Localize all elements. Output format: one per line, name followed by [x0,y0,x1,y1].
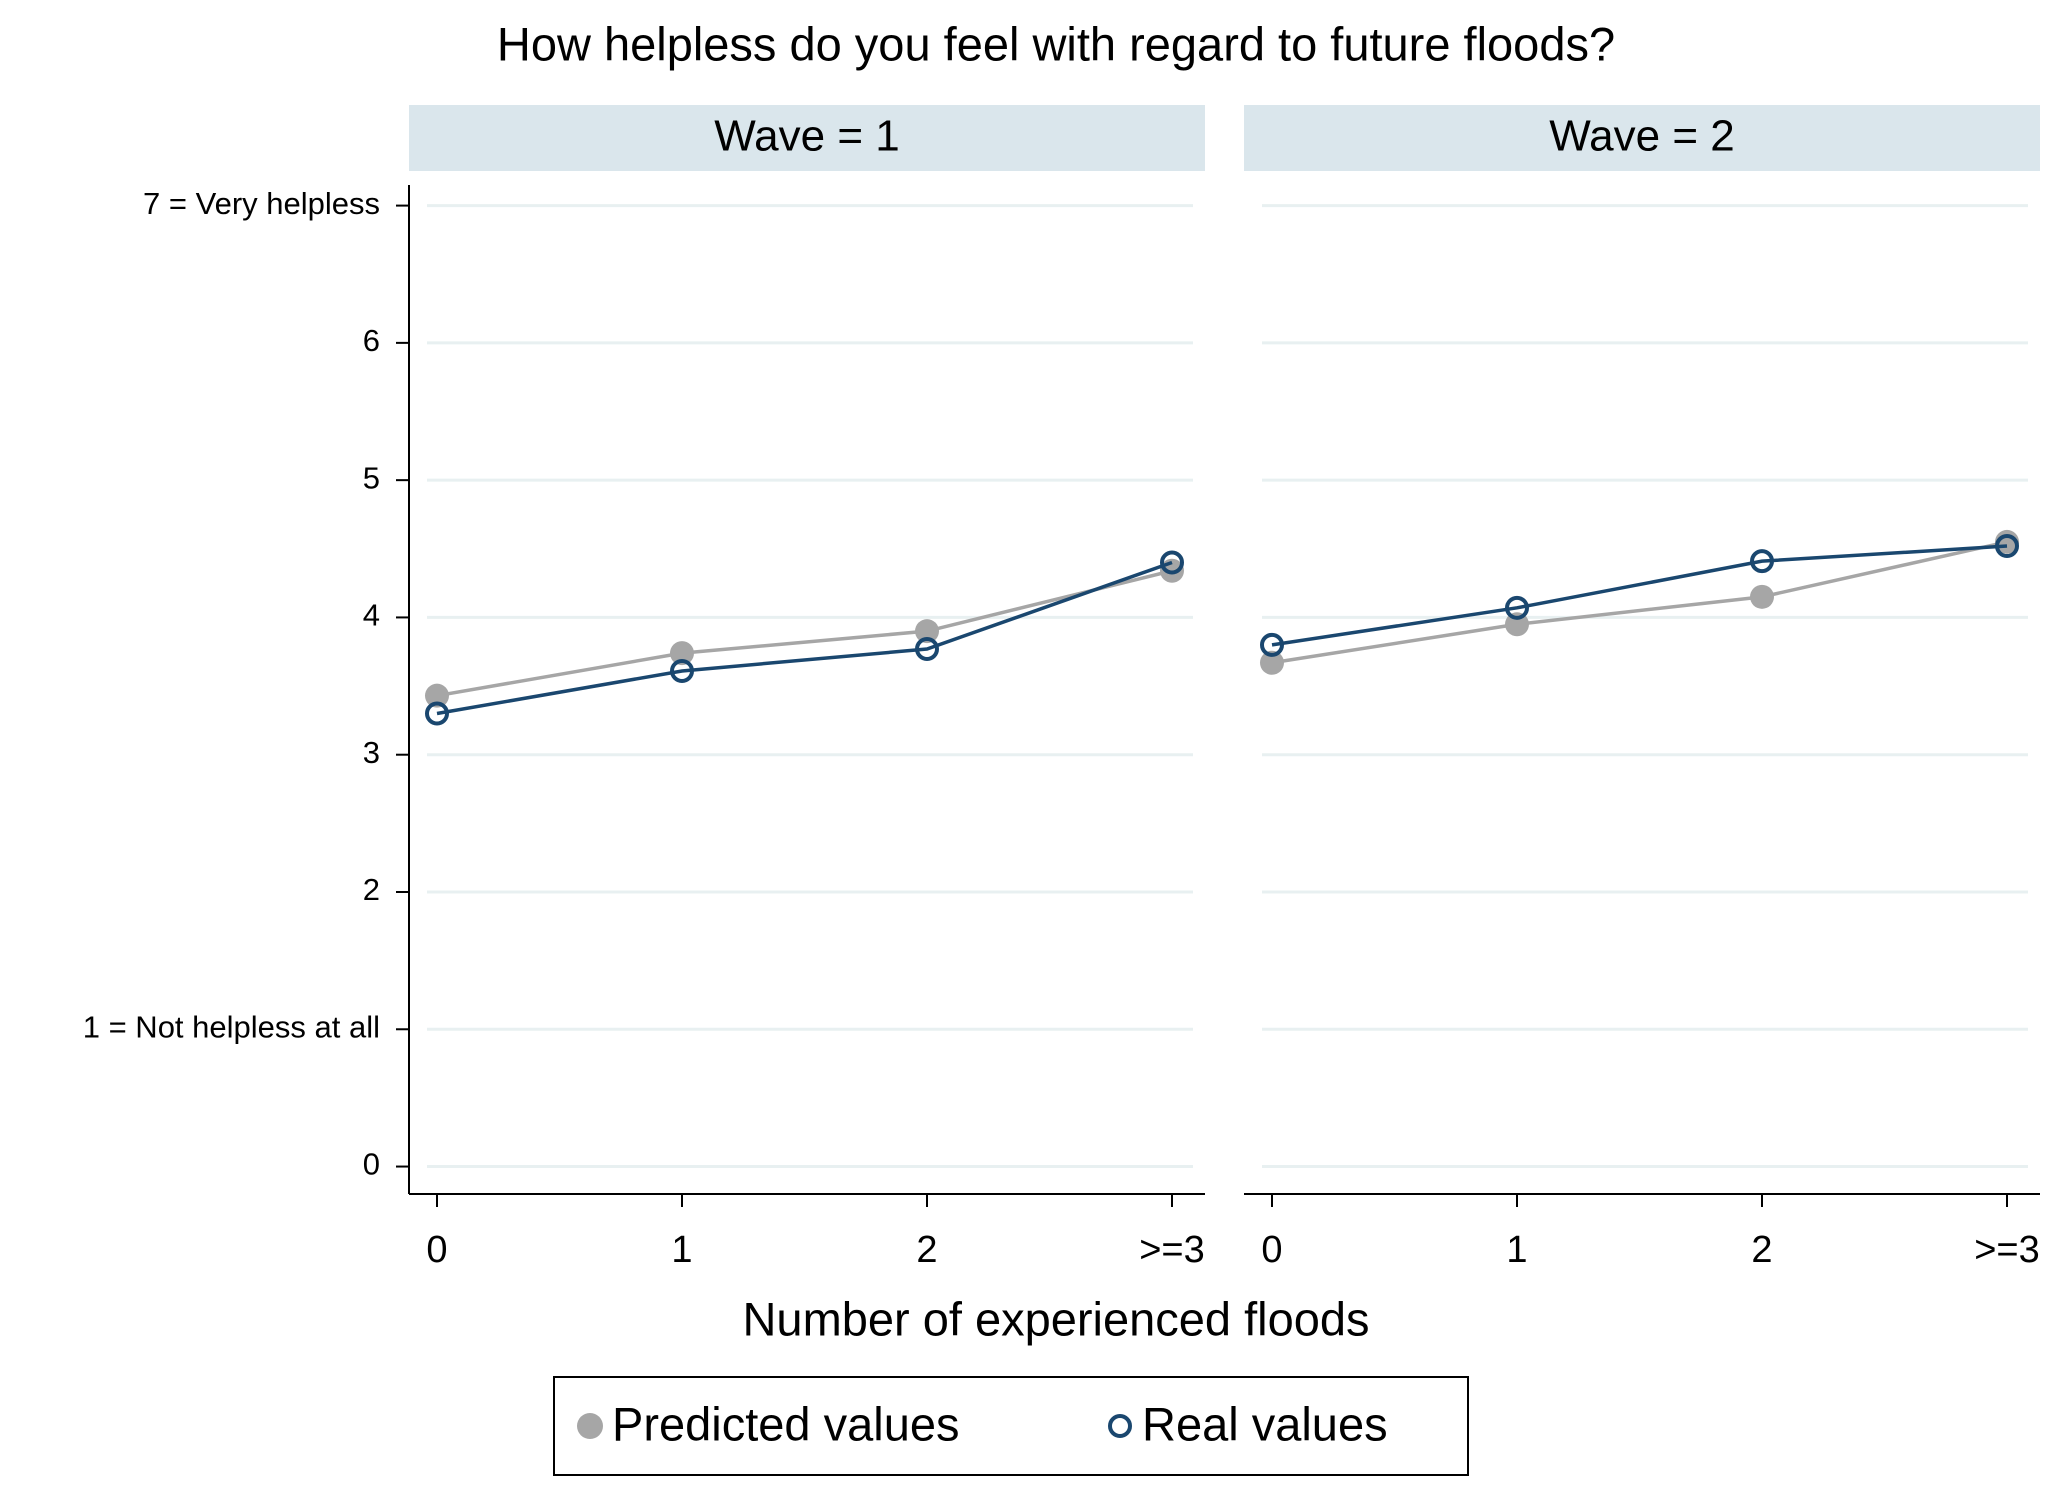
legend-label: Predicted values [612,1397,959,1450]
panel-header [409,105,1205,171]
data-point [1260,650,1284,675]
x-axis-label: Number of experienced floods [742,1292,1369,1345]
series-line [436,560,1173,716]
x-tick-label: 2 [916,1229,937,1271]
x-tick-label: 0 [426,1229,447,1271]
y-tick-label: 0 [363,1147,380,1182]
data-point [915,619,939,644]
legend-marker [577,1413,603,1439]
data-point [425,683,449,708]
data-point [1750,584,1774,609]
chart-title: How helpless do you feel with regard to … [497,17,1615,70]
legend-box [553,1376,1469,1476]
x-tick-label: >=3 [1974,1229,2040,1271]
data-point [1995,534,2019,559]
data-point [915,637,939,662]
x-tick-label: 1 [671,1229,692,1271]
series-line [1271,544,2008,647]
y-tick-label: 6 [363,323,380,358]
y-tick-label: 5 [363,460,380,495]
data-point [1750,549,1774,574]
data-point [425,701,449,726]
data-point [670,658,694,683]
x-tick-label: 1 [1506,1229,1527,1271]
y-tick-label: 1 = Not helpless at all [83,1009,380,1044]
data-point [1505,612,1529,637]
x-tick-label: 2 [1751,1229,1772,1271]
panel-title: Wave = 2 [1549,112,1734,161]
x-tick-label: >=3 [1139,1229,1205,1271]
series-line [1271,540,2008,665]
y-tick-label: 4 [363,598,380,633]
y-tick-label: 7 = Very helpless [143,186,380,221]
data-point [1260,632,1284,657]
y-tick-label: 3 [363,735,380,770]
panel-header [1244,105,2040,171]
data-point [1505,595,1529,620]
data-point [670,641,694,666]
x-tick-label: 0 [1261,1229,1282,1271]
series-line [436,569,1173,698]
data-point [1160,550,1184,575]
y-tick-label: 2 [363,872,380,907]
legend-label: Real values [1142,1397,1388,1450]
legend-marker [1108,1414,1132,1438]
panel-title: Wave = 1 [714,112,899,161]
